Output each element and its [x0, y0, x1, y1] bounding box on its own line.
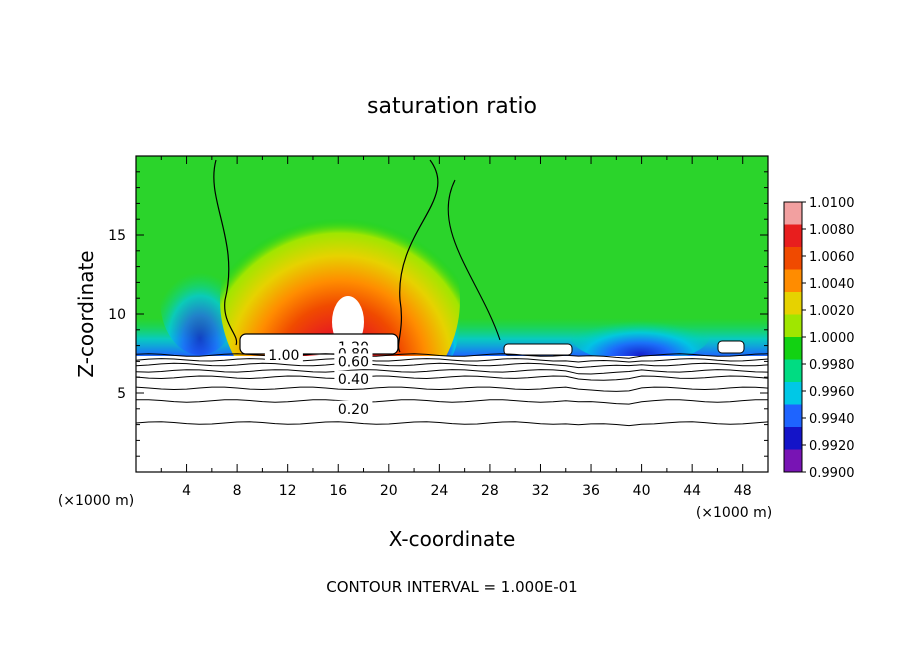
- x-unit-left: (×1000 m): [58, 493, 134, 509]
- colorbar-label-3: 1.0040: [809, 277, 855, 292]
- x-tick-label-2: 12: [279, 483, 297, 499]
- x-unit-right: (×1000 m): [696, 505, 772, 521]
- colorbar-swatch-1: [784, 224, 802, 248]
- x-tick-label-5: 24: [430, 483, 448, 499]
- contour-line-4: [136, 369, 768, 375]
- y-axis-label: Z-coordinate: [74, 250, 98, 377]
- colorbar-swatch-3: [784, 269, 802, 293]
- colorbar-swatch-8: [784, 382, 802, 405]
- contour-line-1: [136, 399, 768, 405]
- colorbar-label-1: 1.0080: [809, 223, 855, 238]
- contour-label-bg-4: [334, 370, 373, 386]
- field-cool-patch-right: [570, 307, 710, 363]
- contour-line-3: [136, 375, 768, 381]
- y-tick-label-1: 10: [108, 307, 126, 323]
- colorbar-swatch-5: [784, 314, 802, 338]
- x-tick-label-1: 8: [233, 483, 242, 499]
- colorbar-label-5: 1.0000: [809, 331, 855, 346]
- x-tick-label-3: 16: [329, 483, 347, 499]
- colorbar-swatch-6: [784, 337, 802, 360]
- x-tick-label-9: 40: [633, 483, 651, 499]
- contour-interval-note: CONTOUR INTERVAL = 1.000E-01: [326, 578, 577, 596]
- y-tick-label-0: 5: [117, 386, 126, 402]
- colorbar-swatch-0: [784, 202, 802, 225]
- colorbar-label-0: 1.0100: [809, 196, 855, 211]
- field-surface-white: [136, 356, 768, 472]
- colorbar-label-8: 0.9940: [809, 412, 855, 427]
- contour-1-00-left: [213, 159, 238, 346]
- contour-lines: [136, 353, 768, 427]
- colorbar-swatch-2: [784, 247, 802, 270]
- contour-line-6: [136, 358, 768, 363]
- contour-line-2: [136, 386, 768, 392]
- contour-label-bg-3: [334, 353, 373, 369]
- contour-labels: 1.201.000.800.600.400.20: [264, 339, 373, 418]
- colorbar-label-4: 1.0020: [809, 304, 855, 319]
- contour-label-5: 0.20: [338, 402, 369, 418]
- x-tick-label-11: 48: [734, 483, 752, 499]
- colorbar-label-9: 0.9920: [809, 439, 855, 454]
- field-cool-patch-left: [160, 245, 240, 355]
- contour-label-bg-1: [264, 347, 303, 363]
- chart-title: saturation ratio: [367, 94, 537, 119]
- y-tick-label-2: 15: [108, 228, 126, 244]
- colorbar-swatch-10: [784, 427, 802, 450]
- contour-label-bg-5: [334, 400, 373, 416]
- colorbar-label-2: 1.0060: [809, 250, 855, 265]
- x-tick-label-0: 4: [182, 483, 191, 499]
- contour-1-00-right: [397, 159, 439, 353]
- colorbar-label-7: 0.9960: [809, 385, 855, 400]
- contour-label-1: 1.00: [268, 348, 299, 364]
- colorbar: 1.0100 1.0080 1.0060 1.0040 1.0020 1.0000 0.99…: [783, 196, 855, 481]
- colorbar-swatch-11: [784, 449, 802, 473]
- contour-label-4: 0.40: [338, 372, 369, 388]
- colorbar-swatch-7: [784, 359, 802, 383]
- x-tick-label-6: 28: [481, 483, 499, 499]
- x-tick-label-7: 32: [532, 483, 550, 499]
- colorbar-swatch-9: [784, 404, 802, 428]
- contour-line-5: [136, 362, 768, 369]
- cloud-patch-far-right: [717, 340, 745, 354]
- x-tick-label-4: 20: [380, 483, 398, 499]
- plot-area: 1.201.000.800.600.400.20: [136, 156, 768, 472]
- colorbar-label-10: 0.9900: [809, 466, 855, 481]
- colorbar-swatch-4: [784, 292, 802, 315]
- contour-line-7: [136, 353, 768, 359]
- cloud-patch-main: [239, 333, 399, 355]
- x-axis-label: X-coordinate: [389, 527, 516, 551]
- contour-label-3: 0.60: [338, 354, 369, 370]
- contour-1-00-right-inner: [447, 179, 501, 341]
- cloud-patch-right: [503, 343, 573, 356]
- colorbar-label-6: 0.9980: [809, 358, 855, 373]
- x-tick-label-10: 44: [683, 483, 701, 499]
- contour-line-0: [136, 421, 768, 427]
- x-tick-label-8: 36: [582, 483, 600, 499]
